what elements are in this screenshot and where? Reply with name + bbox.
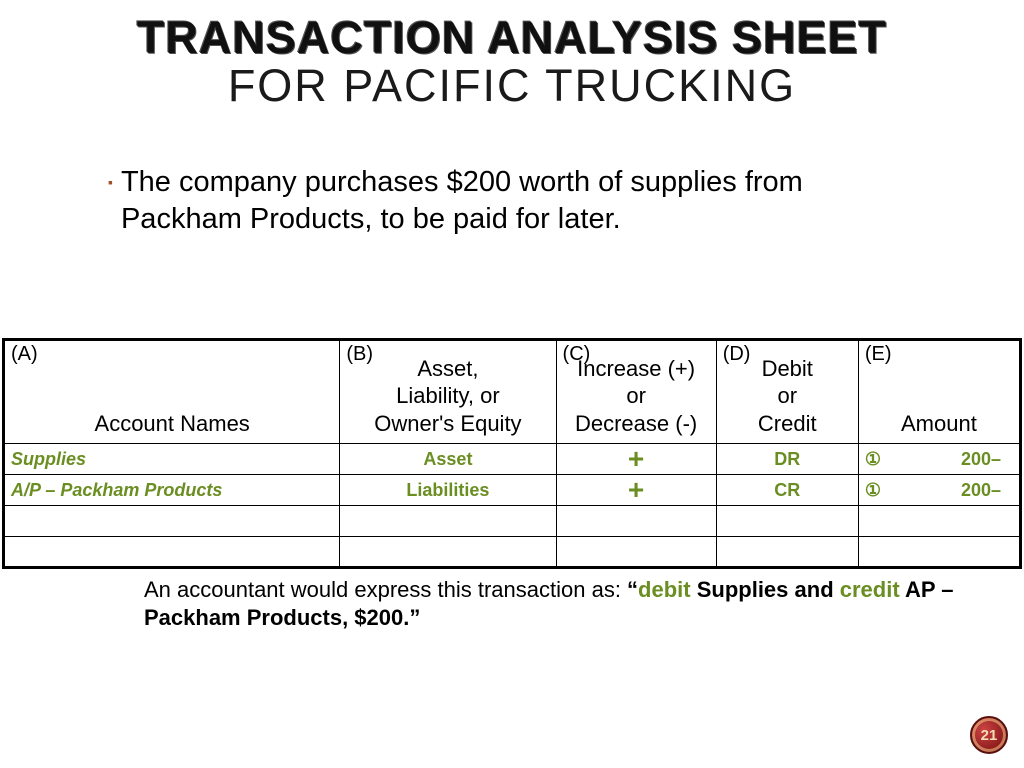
table-cell bbox=[340, 537, 556, 568]
column-header: (E) Amount bbox=[858, 340, 1020, 444]
column-letter: (A) bbox=[11, 343, 38, 366]
analysis-table: (A) Account Names(B)Asset,Liability, orOw… bbox=[2, 338, 1022, 569]
footer-sentence: An accountant would express this transac… bbox=[144, 576, 974, 631]
bullet-text: The company purchases $200 worth of supp… bbox=[121, 164, 928, 238]
table-cell: CR bbox=[716, 475, 858, 506]
table-cell: ①200– bbox=[858, 475, 1020, 506]
column-label: Amount bbox=[859, 410, 1019, 438]
footer-mid1: Supplies and bbox=[691, 577, 840, 602]
table-cell bbox=[4, 537, 340, 568]
column-header: (D)DebitorCredit bbox=[716, 340, 858, 444]
page-number: 21 bbox=[981, 727, 998, 744]
table-cell bbox=[556, 537, 716, 568]
column-label: Account Names bbox=[5, 410, 339, 438]
table-row bbox=[4, 537, 1021, 568]
table-cell: Asset bbox=[340, 444, 556, 475]
column-label: Asset,Liability, orOwner's Equity bbox=[340, 355, 555, 438]
table-row bbox=[4, 506, 1021, 537]
table-cell bbox=[340, 506, 556, 537]
column-header: (A) Account Names bbox=[4, 340, 340, 444]
quote-open: “ bbox=[627, 577, 638, 602]
page-number-badge: 21 bbox=[970, 716, 1008, 754]
bullet-block: ▪ The company purchases $200 worth of su… bbox=[108, 164, 928, 238]
table-row: A/P – Packham ProductsLiabilities+CR①200… bbox=[4, 475, 1021, 506]
table-cell: ①200– bbox=[858, 444, 1020, 475]
column-label: Increase (+)orDecrease (-) bbox=[557, 355, 716, 438]
title-main: TRANSACTION ANALYSIS SHEET bbox=[0, 12, 1024, 64]
kw-credit: credit bbox=[840, 577, 900, 602]
column-label: DebitorCredit bbox=[717, 355, 858, 438]
column-header: (C)Increase (+)orDecrease (-) bbox=[556, 340, 716, 444]
bullet-marker-icon: ▪ bbox=[108, 174, 113, 190]
table-cell bbox=[716, 506, 858, 537]
table-cell bbox=[858, 537, 1020, 568]
table-cell: Liabilities bbox=[340, 475, 556, 506]
column-letter: (E) bbox=[865, 343, 892, 366]
table-cell bbox=[858, 506, 1020, 537]
table-cell: DR bbox=[716, 444, 858, 475]
table-row: SuppliesAsset+DR①200– bbox=[4, 444, 1021, 475]
footer-pre: An accountant would express this transac… bbox=[144, 577, 627, 602]
table-cell bbox=[556, 506, 716, 537]
table-cell bbox=[716, 537, 858, 568]
table-cell: + bbox=[556, 444, 716, 475]
table-cell bbox=[4, 506, 340, 537]
table-cell: + bbox=[556, 475, 716, 506]
title-block: TRANSACTION ANALYSIS SHEET FOR PACIFIC T… bbox=[0, 0, 1024, 112]
column-header: (B)Asset,Liability, orOwner's Equity bbox=[340, 340, 556, 444]
title-sub: FOR PACIFIC TRUCKING bbox=[0, 60, 1024, 112]
kw-debit: debit bbox=[638, 577, 691, 602]
table-cell: Supplies bbox=[4, 444, 340, 475]
table-cell: A/P – Packham Products bbox=[4, 475, 340, 506]
table-header-row: (A) Account Names(B)Asset,Liability, orOw… bbox=[4, 340, 1021, 444]
